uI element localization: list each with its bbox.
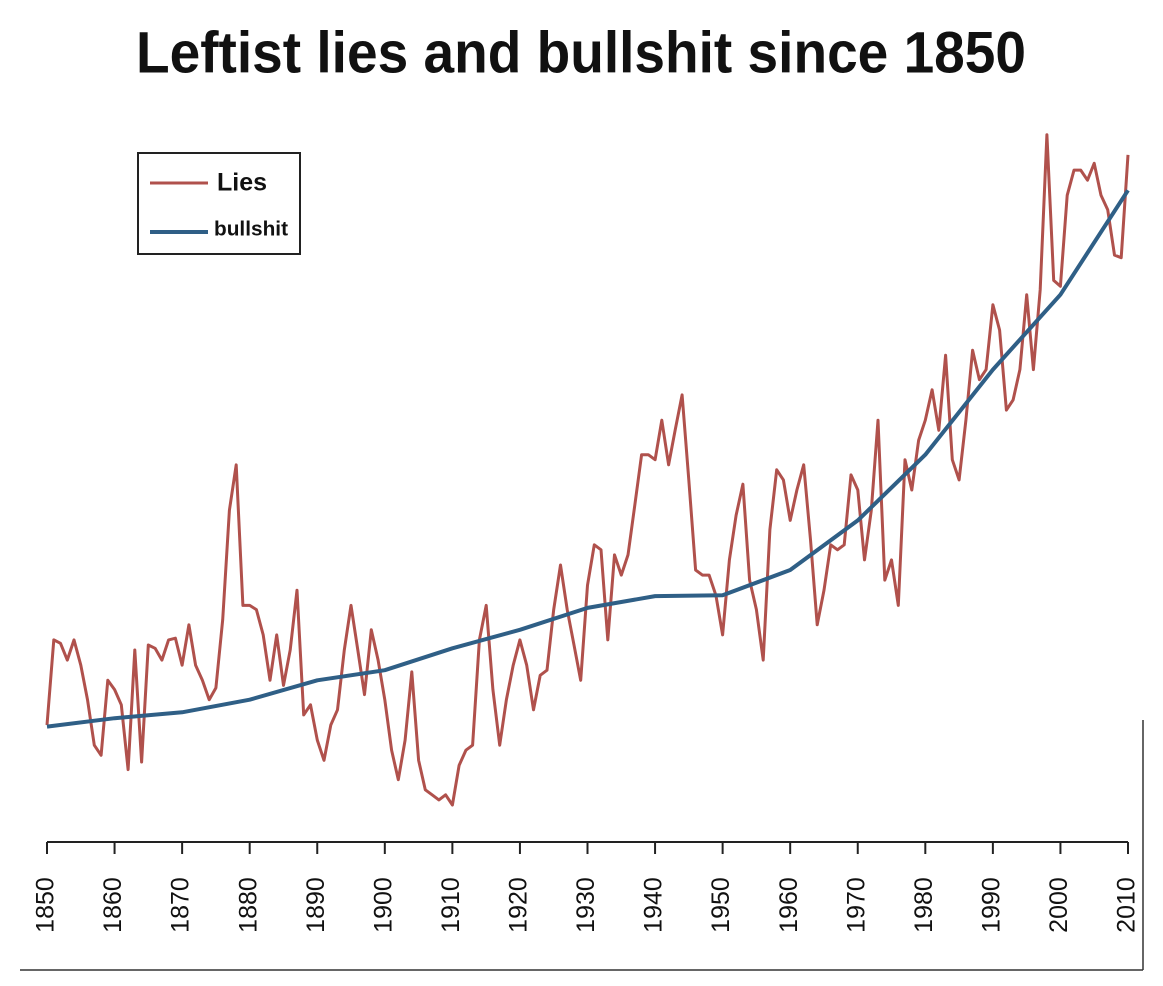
x-tick-label: 1880 — [234, 877, 262, 933]
x-tick-label: 1940 — [640, 877, 668, 933]
legend-label: Lies — [217, 169, 267, 197]
legend-box — [137, 152, 301, 255]
x-tick-label: 1900 — [369, 877, 397, 933]
x-tick-label: 2010 — [1113, 877, 1141, 933]
x-tick-label: 1950 — [707, 877, 735, 933]
legend-label: bullshit — [214, 218, 288, 240]
data-line — [46, 189, 1130, 729]
x-tick-label: 2000 — [1045, 877, 1073, 933]
x-tick-label: 1970 — [842, 877, 870, 933]
x-tick-label: 1990 — [977, 877, 1005, 933]
x-tick-label: 1920 — [505, 877, 533, 933]
x-tick-label: 1850 — [32, 877, 60, 933]
x-tick-label: 1890 — [302, 877, 330, 933]
x-tick-label: 1930 — [572, 877, 600, 933]
x-tick-label: 1980 — [910, 877, 938, 933]
x-tick-label: 1870 — [167, 877, 195, 933]
chart-title: Leftist lies and bullshit since 1850 — [136, 20, 1026, 85]
x-tick-label: 1960 — [775, 877, 803, 933]
legend: Lies bullshit — [137, 152, 301, 255]
x-tick-label: 1860 — [99, 877, 127, 933]
data-line — [45, 133, 1130, 807]
x-tick-label: 1910 — [437, 877, 465, 933]
